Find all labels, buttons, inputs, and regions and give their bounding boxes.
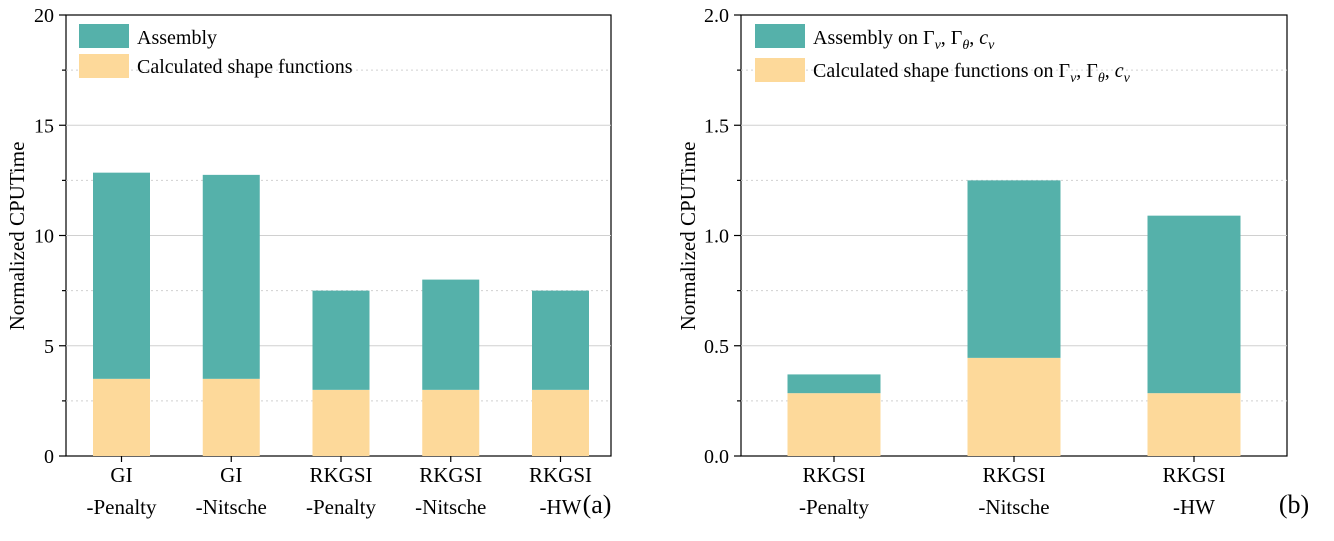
panel-label-b: (b) (1279, 490, 1309, 519)
x-category-label-line2: -Penalty (87, 495, 157, 519)
legend-label-shape-a: Calculated shape functions (137, 56, 353, 78)
legend-swatch-shape-b (755, 58, 805, 82)
bar-assembly (1147, 215, 1241, 394)
x-category-label-line1: GI (220, 463, 242, 487)
x-category-label-line1: RKGSI (419, 463, 482, 487)
x-category-label-line1: RKGSI (802, 463, 865, 487)
y-tick-label: 0.0 (704, 446, 729, 468)
y-axis-label-a: Normalized CPUTime (5, 142, 29, 331)
x-categories-b: RKGSI -Penalty RKGSI -Nitsche RKGSI -HW (799, 456, 1226, 519)
y-ticks-a: 0 5 10 15 20 (34, 5, 66, 468)
y-tick-label: 5 (44, 336, 54, 358)
x-category-label-line2: -Nitsche (415, 495, 486, 519)
x-category-label-line1: GI (110, 463, 132, 487)
legend-label-assembly-b: Assembly on Γv, Γθ, cv (813, 27, 995, 53)
bar-shape-functions (312, 389, 370, 456)
bar-assembly (967, 180, 1061, 358)
bar-shape-functions (787, 393, 881, 456)
y-axis-label-b: Normalized CPUTime (676, 142, 700, 331)
y-tick-label: 0.5 (704, 336, 729, 358)
y-ticks-b: 0.0 0.5 1.0 1.5 2.0 (704, 5, 741, 468)
legend-swatch-assembly-b (755, 24, 805, 48)
bar-assembly (532, 290, 589, 390)
y-tick-label: 1.5 (704, 115, 729, 137)
x-category-label-line1: RKGSI (309, 463, 372, 487)
legend-swatch-shape-a (79, 54, 129, 78)
bar-assembly (787, 374, 881, 394)
bar-assembly (422, 279, 480, 390)
bar-shape-functions (93, 378, 150, 456)
bar-shape-functions (967, 357, 1061, 456)
legend-a: Assembly Calculated shape functions (79, 24, 353, 78)
panel-label-a: (a) (583, 490, 612, 519)
bars-a (93, 172, 589, 456)
y-tick-label: 15 (34, 115, 54, 137)
legend-swatch-assembly-a (79, 24, 129, 48)
bar-assembly (312, 290, 370, 390)
bar-shape-functions (202, 378, 260, 456)
x-category-label-line1: RKGSI (529, 463, 592, 487)
x-categories-a: GI -Penalty GI -Nitsche RKGSI -Penalty RKGSI -N… (87, 456, 592, 519)
y-tick-label: 0 (44, 446, 54, 468)
bars-b (787, 180, 1241, 456)
x-category-label-line2: -Penalty (306, 495, 376, 519)
legend-label-assembly-a: Assembly (137, 27, 217, 49)
x-category-label-line2: -HW (540, 495, 582, 519)
legend-b: Assembly on Γv, Γθ, cv Calculated shape … (755, 24, 1131, 86)
x-category-label-line2: -Penalty (799, 495, 869, 519)
x-category-label-line2: -HW (1173, 495, 1215, 519)
bar-shape-functions (1147, 393, 1241, 456)
bar-shape-functions (532, 389, 589, 456)
x-category-label-line1: RKGSI (982, 463, 1045, 487)
chart-panel-b: 0.0 0.5 1.0 1.5 2.0 RKGSI -Penalty RKGSI -Nitsc… (676, 5, 1309, 519)
y-tick-label: 2.0 (704, 5, 729, 27)
y-tick-label: 20 (34, 5, 54, 27)
bar-assembly (93, 172, 150, 379)
x-category-label-line2: -Nitsche (196, 495, 267, 519)
x-category-label-line2: -Nitsche (978, 495, 1049, 519)
y-tick-label: 10 (34, 226, 54, 248)
chart-panel-a: 0 5 10 15 20 GI -Penalty GI -Nitsche RKGSI -Penal… (5, 5, 612, 519)
y-tick-label: 1.0 (704, 226, 729, 248)
x-category-label-line1: RKGSI (1162, 463, 1225, 487)
bar-assembly (202, 174, 260, 379)
legend-label-shape-b: Calculated shape functions on Γv, Γθ, cv (813, 60, 1131, 86)
bar-shape-functions (422, 389, 480, 456)
